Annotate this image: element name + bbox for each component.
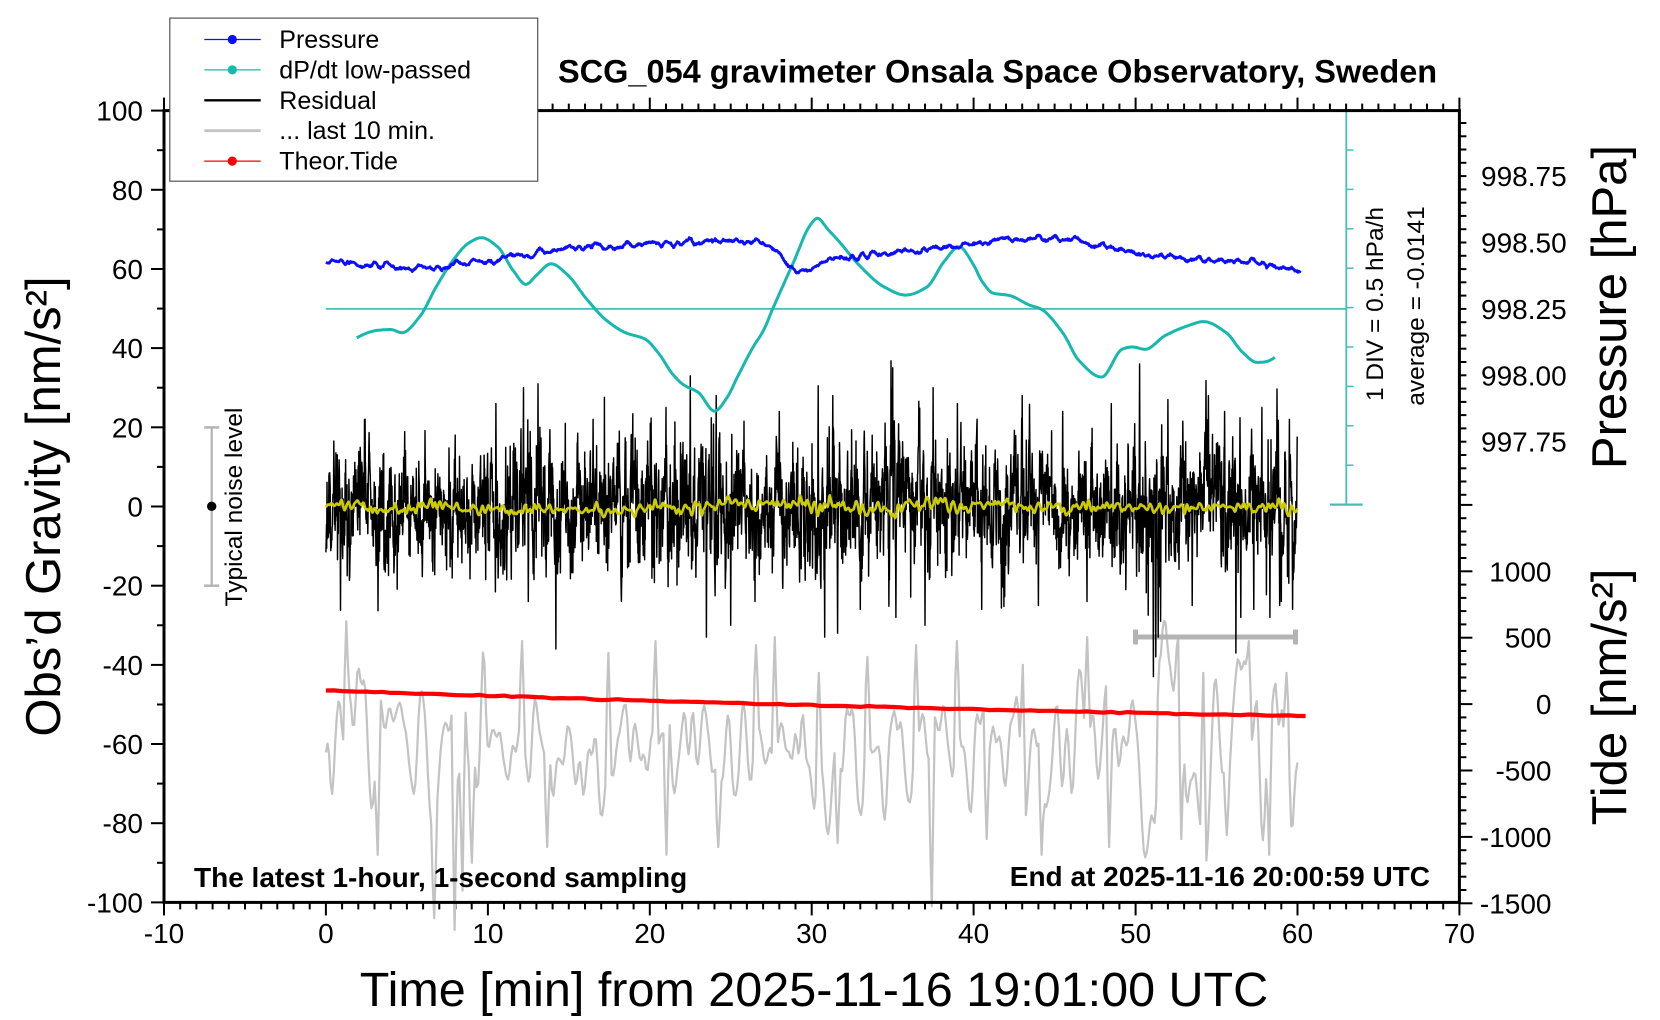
svg-text:1000: 1000 <box>1489 556 1551 587</box>
svg-text:Tide [nm/s²]: Tide [nm/s²] <box>1583 569 1637 826</box>
svg-text:998.25: 998.25 <box>1481 294 1567 325</box>
svg-text:End at 2025-11-16 20:00:59 UTC: End at 2025-11-16 20:00:59 UTC <box>1010 861 1430 892</box>
svg-text:-60: -60 <box>103 729 143 760</box>
svg-text:0: 0 <box>318 918 334 949</box>
svg-text:40: 40 <box>958 918 989 949</box>
svg-text:Theor.Tide: Theor.Tide <box>279 148 398 176</box>
svg-text:0: 0 <box>127 492 143 523</box>
svg-text:998.50: 998.50 <box>1481 228 1567 259</box>
svg-text:-40: -40 <box>103 650 143 681</box>
svg-text:-20: -20 <box>103 571 143 602</box>
svg-text:Pressure: Pressure <box>279 26 379 54</box>
svg-text:Residual: Residual <box>279 87 376 115</box>
svg-text:-10: -10 <box>144 918 184 949</box>
svg-text:70: 70 <box>1444 918 1475 949</box>
svg-text:Pressure [hPa]: Pressure [hPa] <box>1583 145 1637 469</box>
svg-text:dP/dt low-passed: dP/dt low-passed <box>279 56 471 84</box>
svg-text:Time [min] from 2025-11-16 19:: Time [min] from 2025-11-16 19:01:00 UTC <box>360 963 1268 1017</box>
svg-text:10: 10 <box>472 918 503 949</box>
svg-text:60: 60 <box>112 254 143 285</box>
svg-text:0: 0 <box>1536 689 1552 720</box>
svg-text:998.75: 998.75 <box>1481 161 1567 192</box>
svg-text:20: 20 <box>634 918 665 949</box>
svg-text:80: 80 <box>112 175 143 206</box>
svg-text:30: 30 <box>796 918 827 949</box>
svg-text:40: 40 <box>112 333 143 364</box>
svg-text:20: 20 <box>112 412 143 443</box>
svg-text:-1000: -1000 <box>1480 822 1552 853</box>
svg-text:average = -0.0141: average = -0.0141 <box>1403 206 1430 406</box>
svg-text:The latest 1-hour, 1-second sa: The latest 1-hour, 1-second sampling <box>194 862 687 893</box>
svg-text:50: 50 <box>1120 918 1151 949</box>
svg-text:SCG_054 gravimeter Onsala Spac: SCG_054 gravimeter Onsala Space Observat… <box>558 53 1437 89</box>
svg-text:-500: -500 <box>1495 756 1551 787</box>
svg-text:-1500: -1500 <box>1480 888 1552 919</box>
svg-text:998.00: 998.00 <box>1481 360 1567 391</box>
svg-text:Typical noise level: Typical noise level <box>221 408 248 607</box>
svg-text:100: 100 <box>96 96 143 127</box>
svg-text:... last 10 min.: ... last 10 min. <box>279 117 435 145</box>
svg-text:60: 60 <box>1282 918 1313 949</box>
svg-text:1 DIV = 0.5 hPa/h: 1 DIV = 0.5 hPa/h <box>1362 207 1389 401</box>
svg-text:997.75: 997.75 <box>1481 427 1567 458</box>
svg-text:-100: -100 <box>87 887 143 918</box>
svg-text:500: 500 <box>1505 623 1552 654</box>
svg-text:-80: -80 <box>103 808 143 839</box>
svg-text:Obs’d Gravity [nm/s²]: Obs’d Gravity [nm/s²] <box>17 276 71 736</box>
